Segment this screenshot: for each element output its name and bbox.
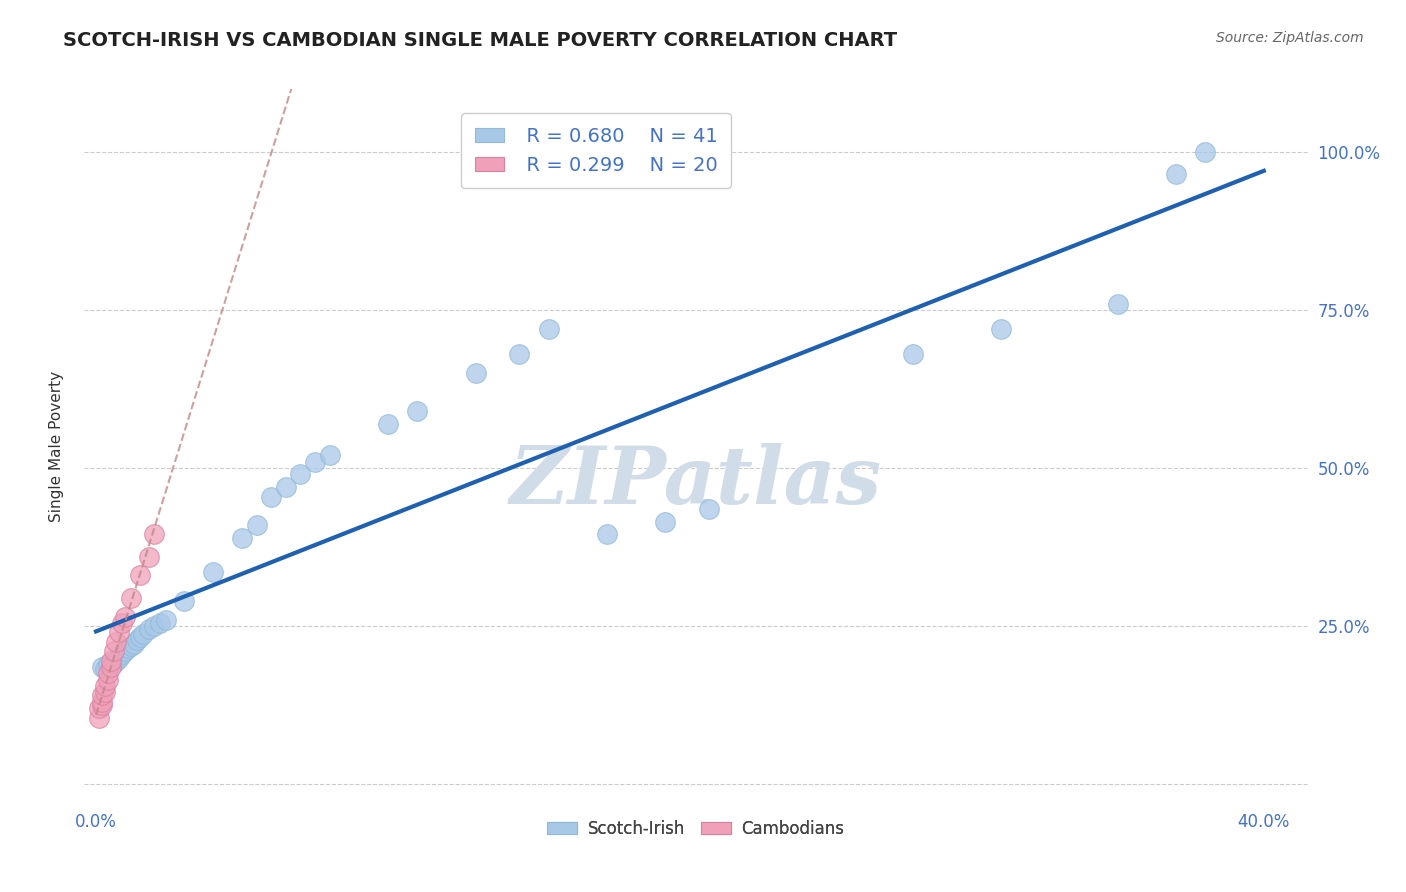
Point — [903, 347, 925, 361]
Point — [114, 609, 136, 624]
Point — [990, 322, 1012, 336]
Point — [697, 502, 720, 516]
Point — [120, 591, 142, 605]
Point — [290, 467, 312, 482]
Point — [596, 527, 619, 541]
Point — [149, 615, 172, 630]
Point — [274, 480, 297, 494]
Point — [103, 656, 125, 670]
Point — [125, 632, 148, 647]
Point — [377, 417, 399, 431]
Point — [260, 490, 283, 504]
Point — [122, 637, 145, 651]
Point — [90, 698, 112, 712]
Point — [87, 701, 110, 715]
Point — [87, 710, 110, 724]
Point — [111, 648, 134, 662]
Point — [231, 531, 253, 545]
Point — [94, 685, 117, 699]
Point — [90, 695, 112, 709]
Point — [100, 658, 122, 673]
Point — [537, 322, 560, 336]
Point — [138, 622, 160, 636]
Legend: Scotch-Irish, Cambodians: Scotch-Irish, Cambodians — [541, 814, 851, 845]
Point — [108, 625, 131, 640]
Point — [97, 673, 120, 687]
Point — [138, 549, 160, 564]
Point — [120, 639, 142, 653]
Point — [100, 654, 122, 668]
Point — [143, 527, 166, 541]
Point — [128, 568, 150, 582]
Point — [246, 517, 269, 532]
Point — [105, 634, 128, 648]
Text: Source: ZipAtlas.com: Source: ZipAtlas.com — [1216, 31, 1364, 45]
Point — [406, 404, 429, 418]
Point — [111, 615, 134, 630]
Text: ZIPatlas: ZIPatlas — [510, 443, 882, 520]
Point — [128, 631, 150, 645]
Point — [654, 515, 676, 529]
Y-axis label: Single Male Poverty: Single Male Poverty — [49, 370, 63, 522]
Point — [304, 455, 326, 469]
Point — [132, 626, 155, 640]
Point — [1166, 168, 1188, 182]
Point — [318, 449, 340, 463]
Point — [100, 660, 122, 674]
Point — [108, 650, 131, 665]
Point — [508, 347, 530, 361]
Point — [143, 619, 166, 633]
Point — [97, 666, 120, 681]
Point — [103, 644, 125, 658]
Point — [464, 367, 486, 381]
Point — [117, 641, 139, 656]
Point — [94, 662, 117, 676]
Point — [114, 644, 136, 658]
Text: SCOTCH-IRISH VS CAMBODIAN SINGLE MALE POVERTY CORRELATION CHART: SCOTCH-IRISH VS CAMBODIAN SINGLE MALE PO… — [63, 31, 897, 50]
Point — [1107, 297, 1129, 311]
Point — [97, 657, 120, 671]
Point — [155, 613, 177, 627]
Point — [90, 689, 112, 703]
Point — [201, 566, 224, 580]
Point — [94, 679, 117, 693]
Point — [105, 654, 128, 668]
Point — [90, 660, 112, 674]
Point — [1194, 145, 1216, 160]
Point — [173, 593, 195, 607]
